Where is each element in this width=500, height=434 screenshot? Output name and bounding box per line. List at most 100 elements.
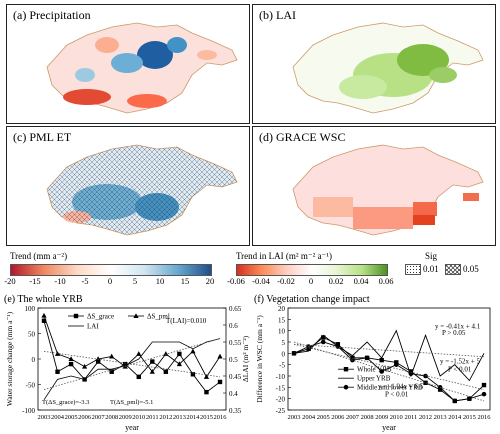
y-right-tick-label: 0.45: [229, 373, 242, 381]
point-ds-pml: [190, 348, 196, 354]
trend-tick: -5: [81, 276, 89, 286]
x-tick-label: 2008: [361, 414, 374, 421]
point-ds-pml: [149, 368, 155, 374]
point-ds-pml: [41, 312, 47, 318]
x-tick-label: 2014: [186, 414, 200, 421]
lai-legend-title: Trend in LAI (m² m⁻² a⁻¹): [236, 251, 333, 261]
x-tick-label: 2010: [390, 414, 403, 421]
x-tick-label: 2012: [159, 414, 172, 421]
y-tick-label: -20: [276, 396, 286, 404]
y-tick-label: 50: [28, 331, 36, 339]
annotation: P > 0.05: [442, 329, 466, 337]
point-ds-pml: [109, 353, 115, 359]
y-right-tick-label: 0.55: [229, 339, 242, 347]
y-axis-label: Water storage change (mm a⁻¹): [5, 311, 14, 406]
lai-tick: 0.04: [353, 276, 369, 286]
point-ds-grace: [204, 389, 209, 395]
point-ds-grace: [177, 351, 182, 357]
lai-tick: 0.02: [328, 276, 344, 286]
point-ds-pml: [95, 356, 101, 361]
x-tick-label: 2008: [105, 414, 118, 421]
trend-tick: 20: [205, 276, 215, 286]
y-tick-label: -100: [22, 407, 35, 415]
legend-label: Upper YRB: [357, 375, 391, 383]
y-tick-label: -5: [279, 362, 285, 370]
y-right-tick-label: 0.5: [229, 356, 238, 364]
trend-legend-title: Trend (mm a⁻²): [10, 251, 68, 261]
map-title: (b) LAI: [259, 8, 296, 22]
map-panel-grace-wsc: (d) GRACE WSC: [252, 126, 496, 246]
x-tick-label: 2006: [331, 414, 345, 421]
series-line-ds-grace: [43, 320, 221, 393]
point-ds-grace: [217, 379, 223, 385]
trend-tick: -10: [54, 276, 66, 286]
map-panel-lai: (b) LAI: [252, 4, 496, 124]
x-tick-label: 2013: [173, 414, 186, 421]
point-ds-pml: [82, 363, 88, 369]
annotation: y = -1.94x + 6.5: [378, 382, 424, 390]
legend-marker-whole-yrb: [343, 367, 349, 372]
x-tick-label: 2003: [38, 414, 51, 421]
point-middle-lower-yrb: [379, 369, 384, 374]
annotation: T(LAI)=0.010: [166, 317, 207, 325]
trend-line-lai: [43, 338, 221, 390]
trend-tick: -20: [4, 276, 16, 286]
series-line-ds-pml: [43, 315, 221, 378]
annotation: y = -1.52x + 5: [440, 358, 480, 366]
y-tick-label: 0: [282, 350, 286, 358]
annotation: P < 0.01: [448, 365, 472, 373]
sig-legend-title: Sig: [425, 251, 438, 261]
x-tick-label: 2015: [200, 414, 213, 421]
y-right-tick-label: 0.6: [229, 322, 238, 330]
x-tick-label: 2011: [405, 414, 418, 421]
x-tick-label: 2009: [119, 414, 132, 421]
legend-label: ΔS_grace: [87, 313, 114, 321]
series-line-upper-yrb: [293, 329, 485, 382]
y-right-axis-label: ΔLAI (m² m⁻²): [241, 335, 250, 382]
legend-marker-ds-grace: [73, 313, 79, 319]
trend-line-upper: [293, 343, 485, 358]
trend-tick: 0: [107, 276, 113, 286]
point-middle-lower-yrb: [467, 396, 472, 401]
y-tick-label: 5: [282, 339, 286, 347]
trend-line-ds: [43, 350, 221, 378]
y-right-tick-label: 0.65: [229, 305, 242, 313]
map-title: (d) GRACE WSC: [259, 130, 346, 144]
point-ds-pml: [176, 361, 182, 367]
point-middle-lower-yrb: [394, 362, 399, 367]
point-ds-grace: [163, 369, 169, 374]
x-tick-label: 2004: [302, 414, 316, 421]
x-tick-label: 2015: [463, 414, 476, 421]
y-tick-label: 10: [278, 328, 286, 336]
point-ds-grace: [55, 369, 60, 374]
y-tick-label: 20: [278, 305, 286, 313]
sig-label-001: 0.01: [423, 264, 439, 274]
legend-label: Whole YRB: [357, 366, 392, 374]
plot-frame: [287, 307, 491, 411]
x-tick-label: 2013: [434, 414, 447, 421]
point-ds-pml: [203, 374, 210, 379]
sig-label-005: 0.05: [463, 264, 479, 274]
trend-tick: 5: [132, 276, 138, 286]
x-axis-label: year: [382, 423, 396, 432]
point-whole-yrb: [423, 380, 428, 385]
chart-title: (e) The whole YRB: [4, 294, 83, 305]
map-title: (c) PML ET: [13, 130, 72, 144]
x-tick-label: 2005: [65, 414, 78, 421]
point-ds-pml: [136, 351, 142, 356]
legend-label: ΔS_pml: [147, 313, 170, 321]
trend-tick: 10: [155, 276, 165, 286]
lai-tick: -0.04: [252, 276, 270, 286]
point-middle-lower-yrb: [291, 351, 297, 356]
chart-vegetation-impact: (f) Vegetation change impact20151050-5-1…: [254, 294, 492, 432]
x-tick-label: 2016: [478, 414, 492, 421]
point-middle-lower-yrb: [481, 391, 487, 397]
lai-tick: 0.06: [378, 276, 394, 286]
precipitation-map: [46, 22, 238, 114]
annotation: T(ΔS_pml)=-5.1: [110, 399, 153, 406]
x-tick-label: 2005: [317, 414, 330, 421]
legend-label: LAI: [87, 323, 99, 331]
point-middle-lower-yrb: [335, 344, 341, 349]
pml-et-map: [46, 144, 238, 236]
